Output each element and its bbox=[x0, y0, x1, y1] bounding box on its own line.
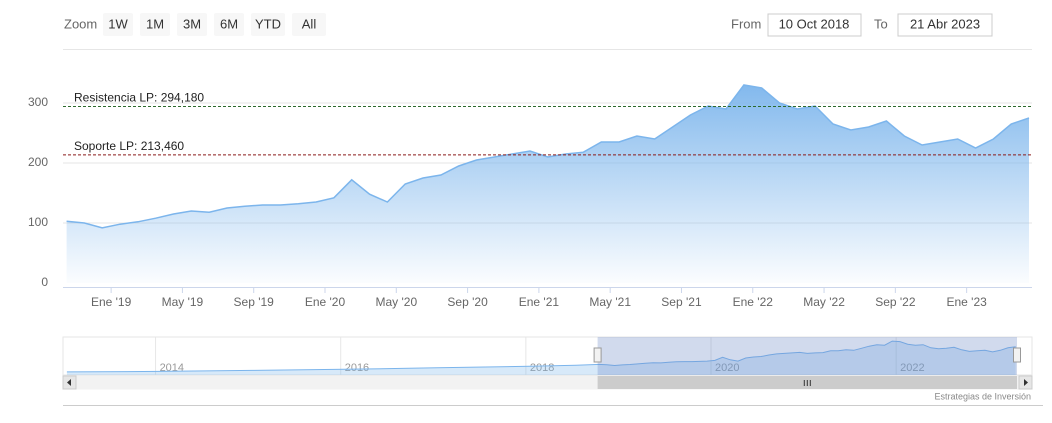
navigator-tick-label: 2022 bbox=[900, 362, 924, 374]
y-tick-label: 200 bbox=[28, 155, 48, 169]
navigator-tick-label: 2020 bbox=[715, 362, 739, 374]
to-value[interactable]: 21 Abr 2023 bbox=[910, 16, 980, 31]
from-value[interactable]: 10 Oct 2018 bbox=[779, 16, 850, 31]
credits[interactable]: Estrategias de Inversión bbox=[934, 391, 1031, 401]
zoom-button[interactable] bbox=[214, 13, 244, 36]
to-label: To bbox=[874, 16, 888, 31]
zoom-button[interactable] bbox=[177, 13, 207, 36]
x-tick-label: May '19 bbox=[162, 295, 204, 309]
navigator-tick-label: 2016 bbox=[345, 362, 369, 374]
navigator-line bbox=[66, 340, 1016, 373]
from-input[interactable] bbox=[767, 13, 862, 37]
y-tick-label: 300 bbox=[28, 95, 48, 109]
navigator-area bbox=[66, 341, 1016, 375]
navigator-tick-label: 2018 bbox=[530, 362, 554, 374]
from-label: From bbox=[731, 16, 761, 31]
zoom-label: Zoom bbox=[64, 16, 97, 31]
x-tick-label: Ene '19 bbox=[91, 295, 132, 309]
x-tick-label: May '20 bbox=[375, 295, 417, 309]
navigator-selection[interactable] bbox=[597, 337, 1017, 375]
scrollbar-grip bbox=[803, 380, 811, 386]
arrow-left bbox=[67, 379, 71, 386]
x-tick-label: Ene '22 bbox=[733, 295, 774, 309]
zoom-button-label[interactable]: 3M bbox=[183, 16, 201, 31]
zoom-button[interactable] bbox=[251, 13, 285, 36]
x-tick-label: Sep '21 bbox=[661, 295, 702, 309]
x-tick-label: Sep '19 bbox=[234, 295, 275, 309]
y-tick-label: 0 bbox=[41, 275, 48, 289]
arrow-right bbox=[1024, 379, 1028, 386]
x-tick-label: May '22 bbox=[803, 295, 845, 309]
zoom-button[interactable] bbox=[292, 13, 326, 36]
plot-line-label: Resistencia LP: 294,180 bbox=[74, 91, 204, 105]
x-tick-label: May '21 bbox=[589, 295, 631, 309]
x-tick-label: Ene '23 bbox=[946, 295, 987, 309]
navigator-handle[interactable] bbox=[593, 347, 602, 363]
x-tick-label: Ene '21 bbox=[519, 295, 560, 309]
zoom-button[interactable] bbox=[103, 13, 133, 36]
plot-line-label: Soporte LP: 213,460 bbox=[74, 139, 184, 153]
zoom-button-label[interactable]: All bbox=[302, 16, 317, 31]
x-tick-label: Sep '22 bbox=[875, 295, 916, 309]
zoom-button-label[interactable]: 6M bbox=[220, 16, 238, 31]
to-input[interactable] bbox=[897, 13, 993, 37]
zoom-button[interactable] bbox=[140, 13, 170, 36]
zoom-button-label[interactable]: YTD bbox=[255, 16, 281, 31]
navigator-handle[interactable] bbox=[1013, 347, 1021, 363]
x-tick-label: Ene '20 bbox=[305, 295, 346, 309]
y-tick-label: 100 bbox=[28, 215, 48, 229]
x-tick-label: Sep '20 bbox=[447, 295, 488, 309]
zoom-button-label[interactable]: 1M bbox=[146, 16, 164, 31]
area bbox=[66, 85, 1030, 283]
navigator-frame bbox=[62, 336, 1033, 376]
line bbox=[66, 84, 1030, 229]
zoom-button-label[interactable]: 1W bbox=[108, 16, 128, 31]
